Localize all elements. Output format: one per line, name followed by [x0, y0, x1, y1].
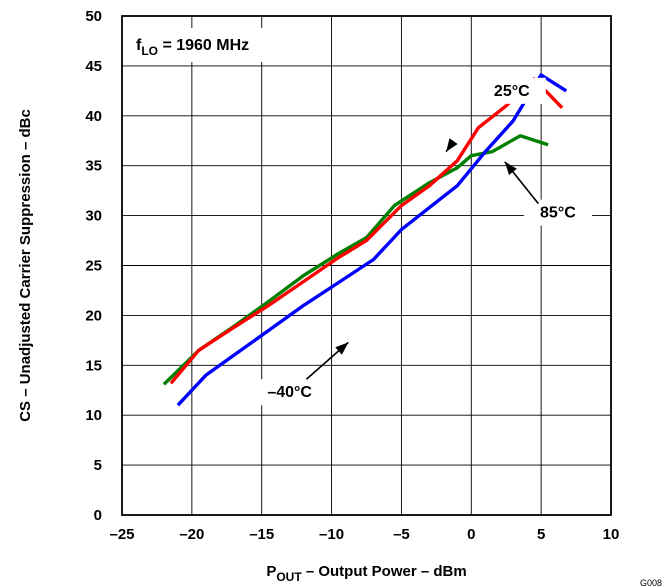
y-tick-label: 40 — [85, 108, 102, 125]
series-line-1 — [162, 134, 549, 386]
figure-id: G008 — [640, 578, 662, 587]
annotation-label: 85°C — [540, 205, 576, 222]
x-tick-label: 10 — [603, 526, 620, 543]
y-tick-label: 15 — [85, 357, 102, 374]
series-lines — [162, 73, 568, 407]
x-tick-label: –20 — [179, 526, 204, 543]
x-tick-label: –15 — [249, 526, 274, 543]
annotation-bg — [255, 379, 324, 406]
y-tick-label: 10 — [85, 407, 102, 424]
x-axis-label: POUT – Output Power – dBm — [266, 563, 466, 584]
x-tick-label: –5 — [393, 526, 410, 543]
y-tick-label: 35 — [85, 158, 102, 175]
series-line-2 — [176, 73, 568, 407]
x-tick-label: –10 — [319, 526, 344, 543]
condition-sub: LO — [141, 44, 158, 58]
x-axis-label-sub: OUT — [276, 570, 302, 584]
condition-rest: = 1960 MHz — [158, 37, 249, 54]
condition-label-bg — [128, 28, 296, 62]
annotation-bg — [523, 199, 592, 226]
condition-label: fLO = 1960 MHz — [136, 37, 249, 58]
x-axis-label-main: P — [266, 563, 276, 580]
x-tick-label: –25 — [109, 526, 134, 543]
annotation-label: 25°C — [494, 83, 530, 100]
y-axis-label: CS – Unadjusted Carrier Suppression – dB… — [17, 109, 34, 422]
series-line-0 — [169, 77, 564, 385]
annotation-arrow-head — [504, 161, 517, 175]
y-tick-label: 25 — [85, 258, 102, 275]
annotation-label: –40°C — [267, 384, 312, 401]
y-tick-label: 30 — [85, 208, 102, 225]
x-tick-label: 5 — [537, 526, 545, 543]
y-tick-label: 45 — [85, 58, 102, 75]
y-tick-label: 50 — [85, 8, 102, 25]
condition-main: f — [136, 37, 142, 54]
annotations: 25°C 85°C –40°C — [255, 77, 592, 406]
x-tick-label: 0 — [467, 526, 475, 543]
annotation-arrow-head — [335, 342, 349, 355]
y-tick-label: 20 — [85, 307, 102, 324]
x-axis-label-rest: – Output Power – dBm — [302, 563, 467, 580]
annotation-bg — [477, 77, 546, 104]
plot-frame — [121, 15, 612, 516]
y-tick-label: 0 — [94, 507, 102, 524]
annotation-arrow-head — [446, 138, 458, 152]
y-tick-label: 5 — [94, 457, 102, 474]
y-tick-labels: 0 5 10 15 20 25 30 35 40 45 50 — [85, 8, 102, 524]
x-tick-labels: –25 –20 –15 –10 –5 0 5 10 — [109, 526, 619, 543]
